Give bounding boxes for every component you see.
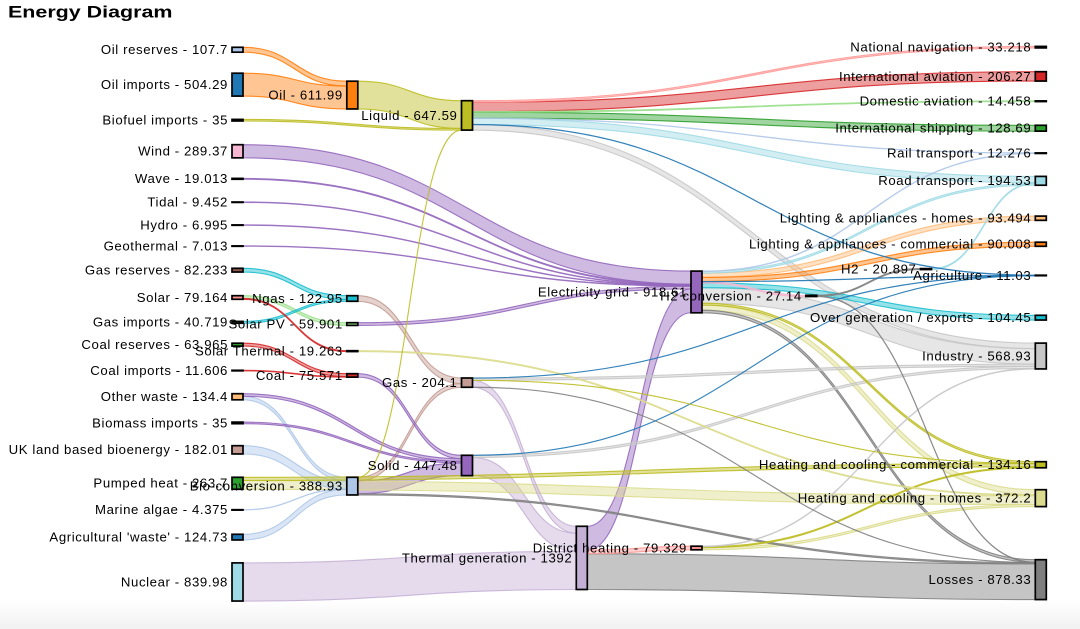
- svg-text:Lighting & appliances - commer: Lighting & appliances - commercial - 90.…: [749, 237, 1031, 252]
- svg-text:Oil imports - 504.29: Oil imports - 504.29: [101, 77, 228, 92]
- svg-text:National navigation - 33.218: National navigation - 33.218: [850, 40, 1031, 55]
- svg-text:Wind - 289.37: Wind - 289.37: [138, 144, 228, 159]
- svg-text:International shipping - 128.6: International shipping - 128.69: [835, 121, 1031, 136]
- svg-text:Agriculture - 11.03: Agriculture - 11.03: [913, 268, 1031, 283]
- svg-text:UK land based bioenergy - 182.: UK land based bioenergy - 182.01: [9, 442, 228, 457]
- svg-text:Geothermal - 7.013: Geothermal - 7.013: [104, 238, 228, 253]
- svg-text:Nuclear - 839.98: Nuclear - 839.98: [121, 574, 228, 589]
- svg-text:Over generation / exports - 10: Over generation / exports - 104.45: [810, 310, 1031, 325]
- svg-text:Lighting & appliances - homes: Lighting & appliances - homes - 93.494: [780, 211, 1032, 226]
- svg-text:Energy Diagram: Energy Diagram: [8, 3, 173, 22]
- svg-text:Bio-conversion - 388.93: Bio-conversion - 388.93: [190, 479, 343, 494]
- svg-text:Solar Thermal - 19.263: Solar Thermal - 19.263: [195, 344, 343, 359]
- svg-text:District heating - 79.329: District heating - 79.329: [533, 540, 687, 555]
- svg-text:Biofuel imports - 35: Biofuel imports - 35: [102, 113, 228, 128]
- svg-text:Solar PV - 59.901: Solar PV - 59.901: [229, 316, 343, 331]
- svg-text:Heating and cooling - homes -: Heating and cooling - homes - 372.2: [798, 491, 1032, 506]
- svg-text:Road transport - 194.53: Road transport - 194.53: [878, 173, 1031, 188]
- svg-text:Biomass imports - 35: Biomass imports - 35: [92, 415, 228, 430]
- svg-text:Liquid - 647.59: Liquid - 647.59: [361, 108, 457, 123]
- svg-text:Oil - 611.99: Oil - 611.99: [268, 87, 342, 102]
- svg-text:Marine algae - 4.375: Marine algae - 4.375: [95, 502, 228, 517]
- svg-text:Gas - 204.1: Gas - 204.1: [382, 375, 458, 390]
- svg-text:Hydro - 6.995: Hydro - 6.995: [140, 217, 228, 232]
- svg-text:Gas reserves - 82.233: Gas reserves - 82.233: [85, 263, 228, 278]
- svg-text:Coal imports - 11.606: Coal imports - 11.606: [90, 363, 228, 378]
- svg-text:Pumped heat - 263.7: Pumped heat - 263.7: [93, 476, 228, 491]
- svg-text:Domestic aviation - 14.458: Domestic aviation - 14.458: [860, 94, 1032, 109]
- svg-text:Solid - 447.48: Solid - 447.48: [368, 458, 458, 473]
- svg-text:Coal reserves - 63.965: Coal reserves - 63.965: [81, 337, 228, 352]
- svg-text:Tidal - 9.452: Tidal - 9.452: [147, 195, 228, 210]
- svg-text:Industry - 568.93: Industry - 568.93: [922, 348, 1031, 363]
- svg-text:Heating and cooling - commerci: Heating and cooling - commercial - 134.1…: [759, 457, 1031, 472]
- svg-text:Agricultural 'waste' - 124.73: Agricultural 'waste' - 124.73: [49, 530, 228, 545]
- svg-text:H2 conversion - 27.14: H2 conversion - 27.14: [660, 288, 802, 303]
- svg-text:Ngas - 122.95: Ngas - 122.95: [252, 291, 343, 306]
- svg-text:Electricity grid - 918.61: Electricity grid - 918.61: [538, 284, 687, 299]
- svg-text:Losses - 878.33: Losses - 878.33: [928, 572, 1031, 587]
- svg-text:H2 - 20.897: H2 - 20.897: [841, 261, 917, 276]
- svg-text:Thermal generation - 1392: Thermal generation - 1392: [402, 550, 572, 565]
- svg-text:Other waste - 134.4: Other waste - 134.4: [101, 389, 228, 404]
- svg-text:Oil reserves - 107.7: Oil reserves - 107.7: [101, 42, 228, 57]
- svg-text:Wave - 19.013: Wave - 19.013: [135, 171, 228, 186]
- svg-text:Rail transport - 12.276: Rail transport - 12.276: [887, 146, 1031, 161]
- svg-text:International aviation - 206.2: International aviation - 206.27: [839, 69, 1031, 84]
- svg-text:Solar - 79.164: Solar - 79.164: [137, 290, 228, 305]
- svg-text:Gas imports - 40.719: Gas imports - 40.719: [93, 315, 228, 330]
- svg-text:Coal - 75.571: Coal - 75.571: [256, 368, 343, 383]
